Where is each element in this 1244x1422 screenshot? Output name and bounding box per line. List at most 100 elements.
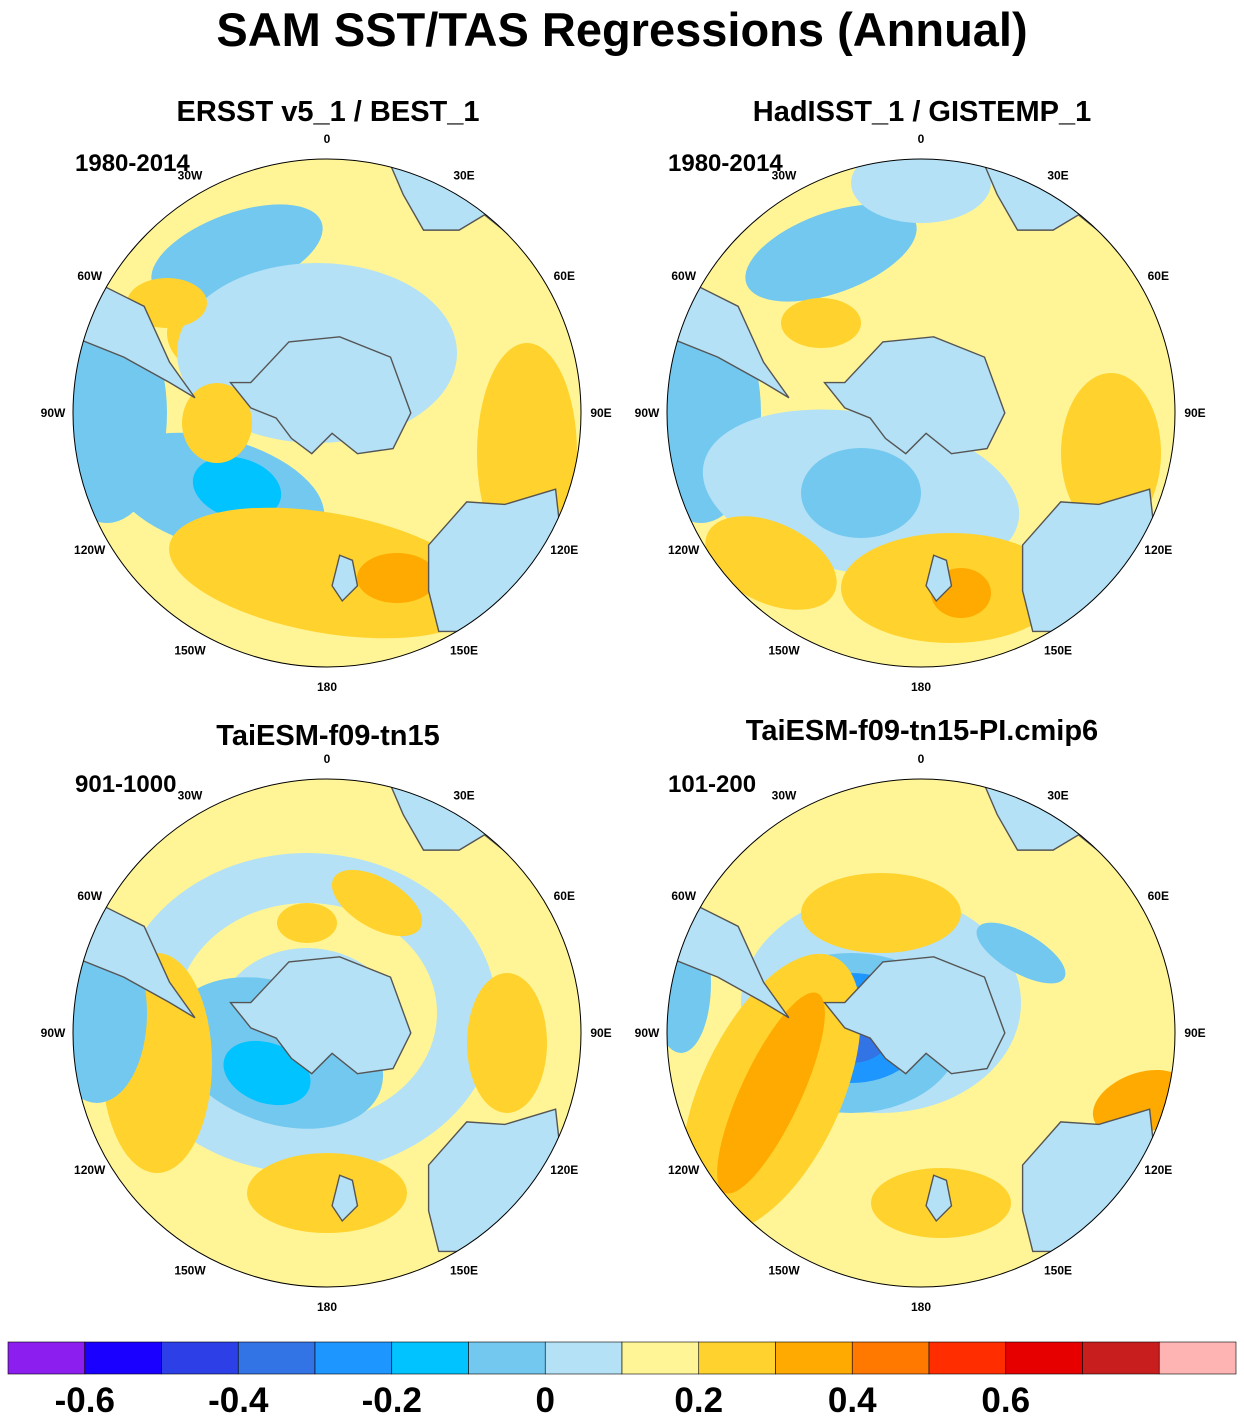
antarctica-landmass xyxy=(823,956,1006,1075)
longitude-label: 60E xyxy=(1148,269,1169,283)
longitude-label: 120W xyxy=(74,543,106,557)
longitude-label: 120W xyxy=(668,543,700,557)
longitude-label: 120W xyxy=(668,1163,700,1177)
colorbar-swatch xyxy=(1005,1341,1083,1375)
longitude-label: 150W xyxy=(768,1263,800,1277)
longitude-label: 150W xyxy=(768,643,800,657)
longitude-label: 30E xyxy=(1047,169,1068,183)
map-boundary xyxy=(72,158,582,668)
longitude-label: 120E xyxy=(1144,543,1172,557)
map-boundary xyxy=(72,778,582,1288)
colorbar-swatch xyxy=(7,1341,86,1375)
regression-contour xyxy=(182,383,252,463)
colorbar-tick-label: -0.6 xyxy=(55,1381,115,1420)
longitude-label: 60W xyxy=(671,889,696,903)
regression-contour xyxy=(705,516,837,610)
colorbar-tick-label: 0.6 xyxy=(981,1381,1030,1420)
colorbar-swatch xyxy=(775,1341,853,1375)
colorbar-swatch xyxy=(314,1341,393,1375)
longitude-label: 90W xyxy=(635,406,660,420)
panel-title-hadisst: HadISST_1 / GISTEMP_1 xyxy=(752,96,1092,128)
colorbar-swatch xyxy=(698,1341,776,1375)
longitude-label: 30W xyxy=(178,169,203,183)
colorbar-tick-label: 0.2 xyxy=(674,1381,723,1420)
longitude-label: 30E xyxy=(453,789,474,803)
colorbar-swatch xyxy=(391,1341,469,1375)
longitude-label: 150E xyxy=(1044,643,1072,657)
longitude-label: 180 xyxy=(317,680,337,694)
longitude-label: 60W xyxy=(77,269,102,283)
panel-title-taiesm-pi: TaiESM-f09-tn15-PI.cmip6 xyxy=(745,715,1099,747)
period-label-ersst: 1980-2014 xyxy=(75,150,190,177)
figure-title: SAM SST/TAS Regressions (Annual) xyxy=(216,3,1028,56)
regression-contour xyxy=(223,1040,311,1106)
antarctica-landmass xyxy=(229,336,412,455)
longitude-label: 0 xyxy=(918,752,925,766)
colorbar-tick-label: -0.2 xyxy=(362,1381,422,1420)
period-label-taiesm: 901-1000 xyxy=(75,771,177,798)
antarctica-landmass xyxy=(823,336,1006,455)
regression-contour xyxy=(851,159,991,223)
regression-contour xyxy=(801,448,921,538)
longitude-label: 180 xyxy=(911,1300,931,1314)
longitude-label: 90E xyxy=(1184,1026,1205,1040)
longitude-label: 180 xyxy=(317,1300,337,1314)
longitude-label: 90E xyxy=(590,406,611,420)
map-boundary xyxy=(666,158,1176,668)
colorbar-swatch xyxy=(928,1341,1007,1375)
longitude-label: 150E xyxy=(450,643,478,657)
longitude-label: 30W xyxy=(772,169,797,183)
longitude-label: 0 xyxy=(918,132,925,146)
antarctica-landmass xyxy=(229,956,412,1075)
regression-contour xyxy=(331,869,423,937)
new-zealand-landmass xyxy=(331,554,359,603)
colorbar-swatch xyxy=(1158,1341,1237,1375)
panel-title-ersst: ERSST v5_1 / BEST_1 xyxy=(176,96,480,128)
longitude-label: 0 xyxy=(324,752,331,766)
new-zealand-landmass xyxy=(925,554,953,603)
longitude-label: 30W xyxy=(772,789,797,803)
regression-contour xyxy=(745,204,917,302)
colorbar-swatch xyxy=(621,1341,700,1375)
longitude-label: 0 xyxy=(324,132,331,146)
longitude-label: 150E xyxy=(1044,1263,1072,1277)
colorbar-tick-label: 0.4 xyxy=(828,1381,877,1420)
regression-contour xyxy=(169,507,485,639)
longitude-label: 150W xyxy=(174,643,206,657)
longitude-label: 60E xyxy=(554,269,575,283)
longitude-label: 60W xyxy=(671,269,696,283)
regression-contour xyxy=(277,903,337,943)
regression-contour xyxy=(801,873,961,953)
colorbar-swatch xyxy=(851,1341,930,1375)
colorbar-swatch xyxy=(84,1341,162,1375)
longitude-label: 90W xyxy=(635,1026,660,1040)
regression-contour xyxy=(467,973,547,1113)
longitude-label: 150W xyxy=(174,1263,206,1277)
longitude-label: 120E xyxy=(1144,1163,1172,1177)
regression-contour xyxy=(357,553,437,603)
colorbar-swatch xyxy=(1082,1341,1160,1375)
colorbar-swatch xyxy=(544,1341,623,1375)
colorbar-tick-label: -0.4 xyxy=(208,1381,269,1420)
longitude-label: 60E xyxy=(554,889,575,903)
period-label-hadisst: 1980-2014 xyxy=(668,150,783,177)
regression-contour xyxy=(192,456,282,520)
longitude-label: 30E xyxy=(453,169,474,183)
colorbar-tick-label: 0 xyxy=(536,1381,555,1420)
longitude-label: 120E xyxy=(550,543,578,557)
map-boundary xyxy=(666,778,1176,1288)
colorbar-swatch xyxy=(237,1341,316,1375)
colorbar-swatch xyxy=(468,1341,546,1375)
regression-contour xyxy=(247,1153,407,1233)
longitude-label: 180 xyxy=(911,680,931,694)
regression-contour xyxy=(976,922,1066,984)
longitude-label: 60E xyxy=(1148,889,1169,903)
regression-contour xyxy=(717,992,825,1194)
longitude-label: 90E xyxy=(590,1026,611,1040)
colorbar-swatch xyxy=(161,1341,239,1375)
